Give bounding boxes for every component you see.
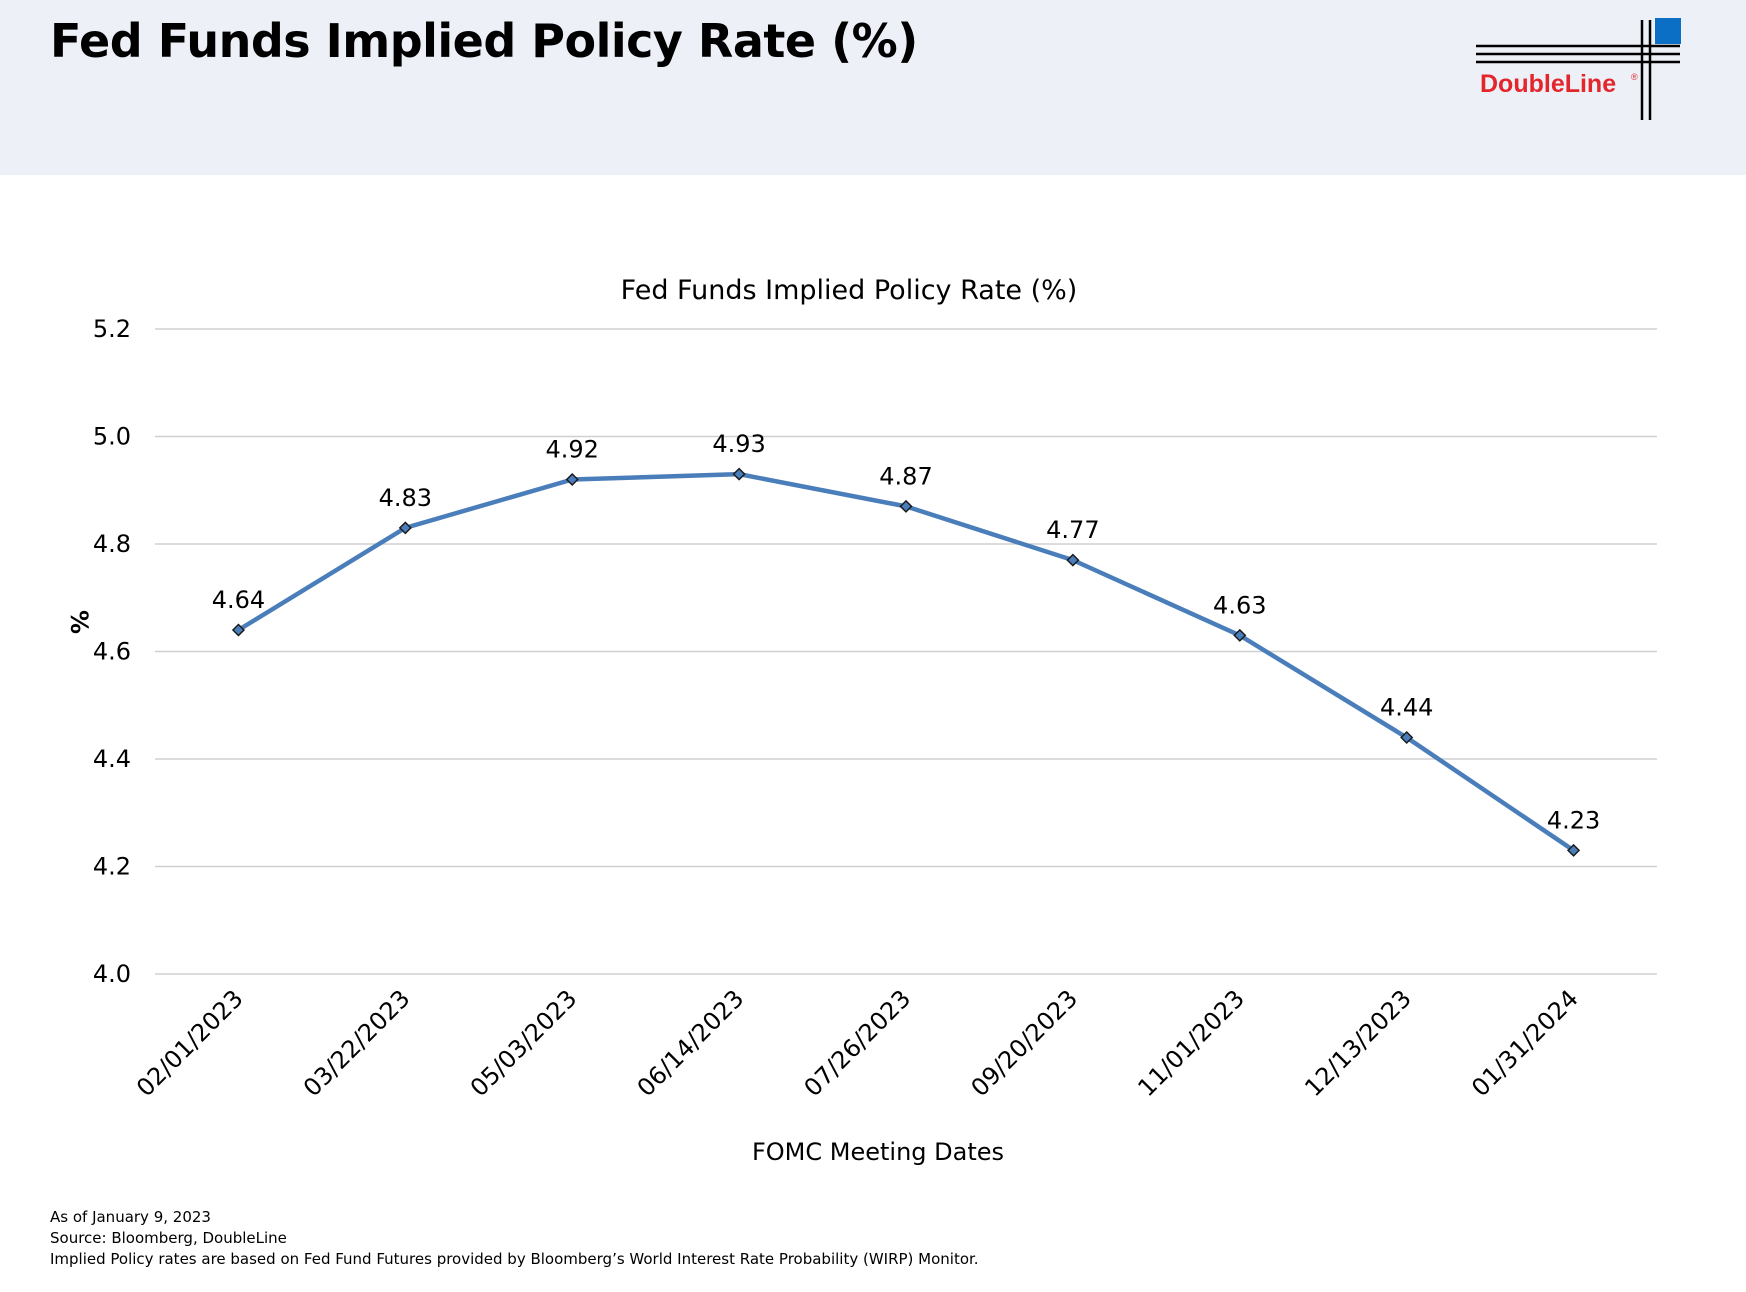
data-label: 4.92	[546, 436, 599, 464]
x-tick-label: 07/26/2023	[799, 984, 917, 1102]
data-label: 4.23	[1547, 806, 1600, 834]
data-point	[732, 467, 746, 481]
x-tick-label: 02/01/2023	[131, 984, 249, 1102]
data-point	[899, 499, 913, 513]
data-point	[1400, 730, 1414, 745]
x-tick-label: 11/01/2023	[1132, 984, 1250, 1102]
x-tick-label: 05/03/2023	[465, 984, 583, 1102]
data-label: 4.77	[1046, 516, 1099, 544]
data-label: 4.83	[379, 484, 432, 512]
data-labels: 4.64 4.83 4.92 4.93 4.87 4.77 4.63 4.44 4.23	[212, 430, 1601, 834]
source-note: Source: Bloomberg, DoubleLine	[50, 1229, 287, 1247]
x-axis-title: FOMC Meeting Dates	[752, 1138, 1004, 1166]
line-chart: Fed Funds Implied Policy Rate (%) 4.0 4.2…	[65, 275, 1657, 1166]
logo-text: DoubleLine	[1480, 70, 1616, 98]
y-tick-label: 4.2	[93, 853, 131, 881]
gridlines	[155, 328, 1657, 975]
data-label: 4.93	[712, 430, 765, 458]
y-tick-label: 4.8	[93, 530, 131, 558]
logo-blue-square	[1655, 18, 1681, 44]
footnotes: As of January 9, 2023 Source: Bloomberg,…	[50, 1207, 979, 1270]
y-tick-label: 5.0	[93, 423, 131, 451]
as-of-date: As of January 9, 2023	[50, 1208, 211, 1226]
x-tick-label: 09/20/2023	[966, 984, 1084, 1102]
x-tick-label: 12/13/2023	[1299, 984, 1417, 1102]
x-tick-label: 06/14/2023	[632, 984, 750, 1102]
series-line	[236, 471, 1576, 853]
data-point	[1233, 628, 1247, 642]
header-band	[0, 0, 1746, 175]
y-tick-label: 5.2	[93, 315, 131, 343]
data-point	[1566, 843, 1581, 857]
data-point	[398, 521, 412, 535]
logo-registered-mark: ®	[1631, 72, 1638, 82]
methodology-note: Implied Policy rates are based on Fed Fu…	[50, 1250, 979, 1268]
data-label: 4.64	[212, 586, 265, 614]
doubleline-logo: DoubleLine ®	[1476, 18, 1681, 120]
y-tick-label: 4.6	[93, 638, 131, 666]
data-point	[1066, 553, 1080, 567]
data-point	[231, 623, 246, 637]
x-tick-label: 01/31/2024	[1466, 984, 1584, 1102]
x-tick-label: 03/22/2023	[298, 984, 416, 1102]
data-label: 4.87	[879, 462, 932, 490]
series	[231, 467, 1581, 857]
page-title: Fed Funds Implied Policy Rate (%)	[50, 14, 918, 68]
y-tick-label: 4.0	[93, 960, 131, 988]
data-label: 4.63	[1213, 591, 1266, 619]
x-axis-ticks: 02/01/2023 03/22/2023 05/03/2023 06/14/2023…	[131, 984, 1584, 1102]
chart-title: Fed Funds Implied Policy Rate (%)	[621, 275, 1078, 306]
y-axis-ticks: 4.0 4.2 4.4 4.6 4.8 5.0 5.2	[93, 315, 131, 988]
data-point	[565, 472, 579, 487]
y-tick-label: 4.4	[93, 745, 131, 773]
data-label: 4.44	[1380, 694, 1433, 722]
y-axis-title: %	[65, 610, 93, 634]
